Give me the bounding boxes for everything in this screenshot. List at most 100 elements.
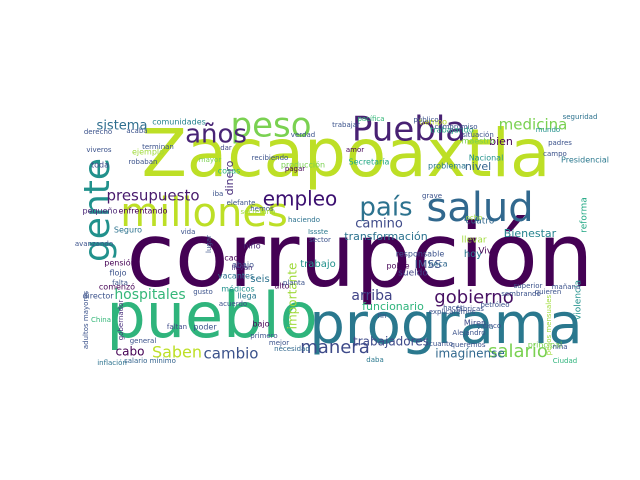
cloud-word: pensión (104, 258, 135, 268)
cloud-word: quieren (535, 288, 562, 296)
cloud-word: corrupción (126, 204, 593, 307)
cloud-word: daba (366, 356, 383, 364)
cloud-word: IMSS (415, 258, 442, 271)
cloud-word: pobre (386, 262, 409, 271)
cloud-word: importante (286, 263, 300, 330)
cloud-word: recibiendo (252, 154, 289, 162)
cloud-word: Secretaría (349, 158, 390, 167)
cloud-word: transformación (344, 230, 428, 243)
cloud-word: problema (428, 162, 466, 171)
cloud-word: Zacapoaxtla (142, 115, 551, 192)
cloud-word: cambio (204, 345, 259, 363)
cloud-word: mañana (552, 283, 581, 291)
cloud-word: vaya (477, 323, 494, 331)
cloud-word: dinero (223, 160, 236, 195)
cloud-word: seguridad (563, 113, 598, 121)
cloud-word: toda (91, 161, 109, 170)
cloud-word: trabajadores (353, 335, 429, 349)
cloud-word: seis (250, 274, 269, 285)
cloud-word: general (130, 337, 157, 345)
cloud-word: violencia (574, 280, 584, 320)
cloud-word: reforma (580, 197, 590, 233)
cloud-word: Bienestar (504, 227, 557, 240)
cloud-word: cada (224, 254, 243, 263)
cloud-word: presupuesto (106, 187, 199, 205)
cloud-word: acaba (126, 127, 147, 135)
cloud-word: Alejandro (452, 329, 485, 337)
cloud-word: salario (488, 341, 548, 362)
cloud-word: maestro (462, 137, 495, 146)
cloud-word: hemos (250, 205, 274, 213)
cloud-word: avanzando (75, 240, 113, 248)
cloud-word: camino (355, 217, 403, 232)
cloud-word: sector (309, 236, 331, 244)
cloud-word: abajo (232, 261, 254, 270)
cloud-word: programa (309, 292, 582, 357)
cloud-word: sueldo (398, 269, 428, 279)
cloud-word: pequeño (82, 207, 117, 216)
cloud-word: arriba (351, 288, 392, 304)
cloud-word: director (82, 292, 114, 301)
cloud-word: superior (514, 282, 543, 290)
cloud-word: llevan (231, 264, 252, 272)
cloud-word: cabo (116, 345, 145, 359)
cloud-word: hacer (443, 304, 463, 312)
cloud-word: salario mínimo (124, 357, 176, 365)
cloud-word: haciendo (288, 216, 320, 224)
cloud-word: cosas (218, 167, 241, 176)
cloud-word: secretaria (241, 208, 276, 216)
cloud-word: verdad (291, 131, 315, 139)
cloud-word: comenzó (99, 282, 135, 292)
cloud-word: Issste (308, 228, 328, 236)
cloud-background (80, 108, 564, 373)
cloud-word: terminan (142, 143, 174, 151)
cloud-word: Ciudad (553, 357, 577, 365)
cloud-word: faltan (167, 323, 187, 331)
cloud-word: mejor (269, 339, 289, 347)
cloud-word: gusto (193, 288, 213, 296)
cloud-word: trabajo (300, 259, 336, 270)
cloud-word: trabajando (430, 126, 474, 135)
cloud-word: ejemplo (132, 148, 164, 157)
cloud-word: campo (543, 150, 567, 158)
cloud-word: Saben (152, 343, 202, 362)
cloud-word: sembrando (501, 290, 541, 298)
cloud-word: necesidad (274, 345, 310, 353)
cloud-word: acuerdo (219, 300, 247, 308)
cloud-word: Seguro (114, 226, 142, 235)
cloud-word: gobierno (434, 287, 513, 308)
cloud-word: pesos mensuales (545, 294, 553, 355)
cloud-word: vida (181, 228, 196, 236)
cloud-word: dar (220, 144, 232, 152)
cloud-word: público (413, 116, 438, 124)
cloud-word: funcionario (362, 300, 424, 313)
cloud-word: hospitales (114, 287, 185, 303)
cloud-word: padres (548, 139, 572, 147)
cloud-word: producción (281, 160, 325, 170)
cloud-word: grave (422, 192, 442, 200)
cloud-word: país (359, 193, 412, 223)
cloud-word: falta (112, 279, 128, 287)
cloud-word: petróleo (480, 301, 509, 309)
cloud-word: bajo (252, 320, 269, 329)
cloud-word: Viva (478, 247, 497, 257)
cloud-word: iba (213, 190, 224, 198)
cloud-word: pueblo (106, 279, 317, 352)
cloud-word: tiempo (419, 118, 447, 127)
cloud-word: empleo (263, 187, 338, 211)
cloud-word: cuatro (466, 217, 495, 227)
cloud-word: elefante (227, 199, 256, 207)
cloud-word: responsable (396, 250, 445, 259)
cloud-word: mayor (199, 156, 222, 164)
cloud-word: beca (428, 260, 447, 269)
cloud-word: enfrentando (119, 207, 168, 216)
cloud-word: medicina (499, 116, 568, 134)
cloud-word: gobernador (117, 300, 125, 341)
cloud-word: cuanto (429, 340, 453, 348)
cloud-word: años (185, 120, 247, 150)
cloud-word: compromiso (434, 123, 477, 131)
cloud-word: poder (193, 323, 217, 332)
cloud-word: pagar (285, 165, 305, 173)
cloud-word: inflación (97, 359, 127, 367)
